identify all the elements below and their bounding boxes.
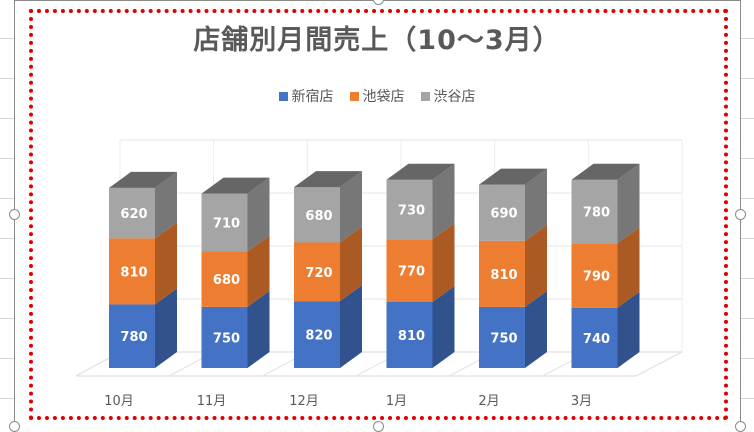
- bar-segment[interactable]: [201, 251, 248, 307]
- bar-side-新宿店[interactable]: [432, 285, 455, 368]
- bar-side-池袋店[interactable]: [617, 227, 640, 308]
- floor-divider: [635, 351, 683, 377]
- bar-side-渋谷店[interactable]: [525, 168, 547, 241]
- bar-segment[interactable]: [479, 184, 525, 241]
- bar-segment[interactable]: [201, 306, 248, 368]
- bar-side-新宿店[interactable]: [155, 288, 177, 368]
- legend-label: 池袋店: [362, 89, 405, 105]
- legend-label: 渋谷店: [433, 89, 476, 105]
- bar-side-新宿店[interactable]: [340, 285, 362, 368]
- chart-legend[interactable]: 新宿店 池袋店 渋谷店: [0, 86, 754, 106]
- legend-label: 新宿店: [291, 89, 334, 105]
- data-label: 680: [305, 209, 332, 224]
- bar-side-池袋店[interactable]: [432, 223, 455, 302]
- bar-side-池袋店[interactable]: [155, 222, 177, 305]
- chart-title[interactable]: 店舗別月間売上（10～3月）: [193, 25, 561, 56]
- data-label: 620: [120, 207, 147, 222]
- data-label: 810: [398, 329, 425, 344]
- resize-handle-right-middle[interactable]: [735, 209, 746, 220]
- bar-segment[interactable]: [294, 301, 340, 368]
- bar-segment[interactable]: [571, 243, 618, 308]
- legend-item[interactable]: 新宿店: [278, 86, 334, 106]
- data-label: 720: [305, 266, 332, 281]
- data-label: 770: [398, 265, 425, 280]
- data-label: 750: [213, 331, 240, 346]
- bar-segment[interactable]: [201, 193, 248, 252]
- data-label: 780: [583, 206, 610, 221]
- legend-swatch: [278, 91, 288, 101]
- bar-side-新宿店[interactable]: [617, 291, 640, 368]
- bar-side-池袋店[interactable]: [340, 226, 362, 302]
- legend-swatch: [420, 91, 430, 101]
- x-tick-label: 10月: [104, 394, 134, 409]
- bar-segment[interactable]: [571, 307, 618, 368]
- bar-side-新宿店[interactable]: [525, 290, 547, 368]
- bar-side-新宿店[interactable]: [247, 290, 270, 368]
- bar-segment[interactable]: [479, 306, 525, 368]
- bar-top[interactable]: [294, 171, 362, 188]
- bar-segment[interactable]: [386, 179, 433, 240]
- bar-segment[interactable]: [479, 240, 525, 307]
- bar-top[interactable]: [201, 177, 270, 194]
- data-label: 790: [583, 269, 610, 284]
- bar-segment[interactable]: [386, 301, 433, 368]
- resize-handle-left-middle[interactable]: [9, 209, 20, 220]
- bar-top[interactable]: [479, 168, 547, 185]
- bar-segment[interactable]: [109, 304, 155, 368]
- bar-segment[interactable]: [294, 242, 340, 302]
- data-label: 710: [213, 217, 240, 232]
- x-tick-label: 3月: [571, 394, 592, 409]
- bar-side-渋谷店[interactable]: [617, 163, 640, 244]
- x-tick-label: 11月: [197, 394, 227, 409]
- bar-segment[interactable]: [571, 179, 618, 244]
- bar-side-渋谷店[interactable]: [432, 163, 455, 240]
- bar-side-渋谷店[interactable]: [155, 171, 177, 239]
- bar-segment[interactable]: [294, 187, 340, 243]
- x-tick-label: 12月: [289, 394, 319, 409]
- bar-side-渋谷店[interactable]: [247, 177, 270, 252]
- data-label: 810: [120, 265, 147, 280]
- bar-top[interactable]: [571, 163, 640, 180]
- data-label: 820: [305, 329, 332, 344]
- legend-item[interactable]: 渋谷店: [420, 86, 476, 106]
- bar-side-池袋店[interactable]: [247, 235, 270, 307]
- data-label: 740: [583, 332, 610, 347]
- x-tick-label: 2月: [478, 394, 499, 409]
- bar-side-池袋店[interactable]: [525, 224, 547, 307]
- data-label: 750: [490, 331, 517, 346]
- bar-segment[interactable]: [386, 239, 433, 302]
- data-label: 690: [490, 207, 517, 222]
- bar-top[interactable]: [386, 163, 455, 180]
- data-label: 730: [398, 203, 425, 218]
- legend-swatch: [349, 91, 359, 101]
- bar-segment[interactable]: [109, 238, 155, 305]
- data-label: 810: [490, 268, 517, 283]
- data-label: 780: [120, 330, 147, 345]
- bar-side-渋谷店[interactable]: [340, 171, 362, 243]
- data-label: 680: [213, 273, 240, 288]
- x-tick-label: 1月: [386, 394, 407, 409]
- bar-segment[interactable]: [109, 187, 155, 239]
- legend-item[interactable]: 池袋店: [349, 86, 405, 106]
- bar-top[interactable]: [109, 171, 177, 188]
